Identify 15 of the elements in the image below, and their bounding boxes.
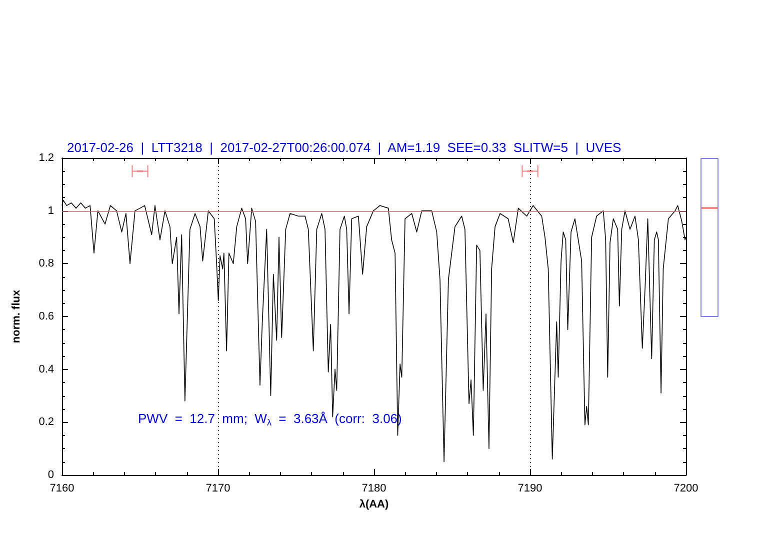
- y-tick-label: 0.6: [38, 310, 54, 322]
- y-tick-label: 0: [48, 469, 54, 481]
- x-tick-label: 7200: [674, 482, 698, 494]
- y-tick-label: 0.4: [38, 363, 54, 376]
- y-tick-label: 1: [48, 204, 54, 217]
- x-tick-label: 7170: [206, 482, 230, 494]
- y-axis-title: norm. flux: [10, 289, 22, 344]
- y-tick-label: 0.2: [38, 416, 54, 428]
- x-tick-label: 7180: [362, 482, 386, 494]
- chart-title: 2017-02-26 | LTT3218 | 2017-02-27T00:26:00.074 | AM=1.19 SEE=0.33 SLITW=5 | UVES: [67, 140, 622, 155]
- x-tick-label: 7190: [518, 482, 542, 494]
- x-axis-title: λ(AA): [359, 498, 389, 510]
- y-tick-label: 0.8: [38, 258, 54, 270]
- x-tick-label: 7160: [50, 482, 74, 494]
- y-tick-label: 1.2: [38, 152, 54, 164]
